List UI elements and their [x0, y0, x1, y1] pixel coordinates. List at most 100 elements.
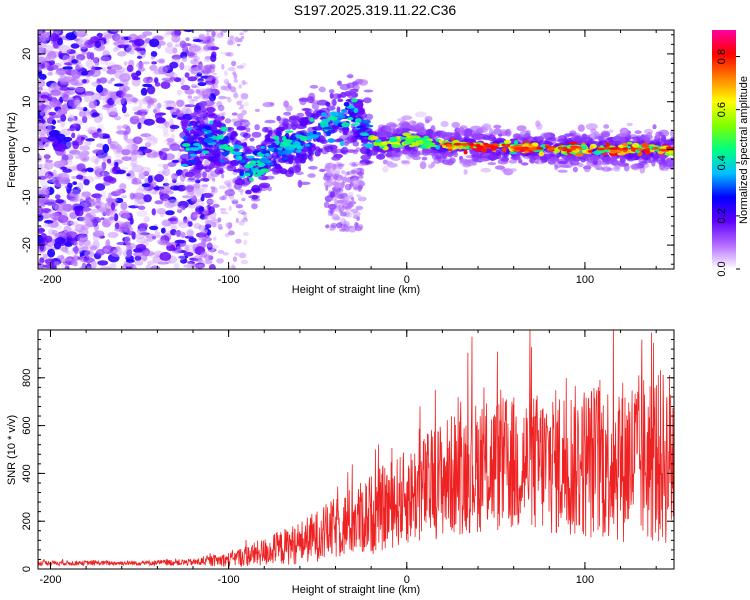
noise-blob	[163, 100, 176, 104]
noise-blob	[65, 141, 72, 148]
noise-blob	[109, 112, 118, 116]
signal-halo	[575, 135, 586, 141]
noise-blob	[112, 166, 118, 172]
noise-blob	[78, 239, 85, 247]
noise-blob	[174, 230, 185, 238]
noise-blob	[38, 214, 44, 222]
noise-blob	[121, 105, 127, 114]
noise-blob	[76, 134, 82, 143]
noise-blob	[174, 43, 180, 48]
noise-blob	[136, 55, 143, 60]
signal-halo	[187, 177, 195, 181]
ridge-blob	[249, 160, 257, 165]
noise-blob	[44, 258, 56, 265]
ridge-blob	[336, 112, 345, 116]
noise-blob	[234, 36, 239, 43]
noise-blob	[156, 208, 166, 215]
ridge-blob	[239, 170, 245, 177]
noise-blob	[199, 253, 203, 259]
ridge-blob	[186, 127, 192, 131]
ridge-blob	[355, 118, 362, 123]
noise-blob	[76, 106, 85, 110]
noise-blob	[211, 217, 217, 222]
noise-blob	[222, 30, 228, 33]
noise-blob	[205, 67, 210, 74]
signal-halo	[349, 129, 362, 133]
noise-blob	[205, 55, 212, 60]
noise-blob	[212, 177, 216, 182]
signal-halo	[440, 120, 449, 128]
signal-halo	[336, 106, 341, 114]
signal-halo	[592, 160, 598, 166]
signal-halo	[369, 149, 378, 156]
noise-blob	[81, 191, 92, 197]
noise-blob	[69, 221, 75, 226]
noise-blob	[92, 230, 105, 238]
noise-blob	[221, 111, 226, 117]
noise-blob	[182, 219, 190, 223]
noise-blob	[53, 138, 59, 145]
noise-blob	[67, 128, 77, 132]
ridge-peak	[622, 149, 628, 153]
noise-blob	[240, 62, 247, 67]
noise-blob	[62, 104, 68, 111]
noise-blob	[98, 37, 107, 42]
ridge-blob	[218, 144, 225, 150]
noise-blob	[107, 136, 112, 145]
ridge-blob	[336, 115, 346, 119]
signal-halo	[328, 89, 335, 94]
noise-blob	[142, 76, 152, 84]
signal-halo	[198, 108, 203, 113]
signal-halo	[459, 125, 468, 130]
noise-blob	[73, 116, 78, 121]
noise-blob	[137, 122, 142, 130]
noise-blob	[59, 247, 66, 251]
snr-ytick-label: 800	[21, 369, 33, 387]
noise-blob	[220, 30, 224, 36]
noise-blob	[188, 237, 197, 243]
signal-halo	[365, 160, 375, 164]
noise-blob	[223, 180, 231, 186]
noise-blob	[41, 211, 51, 219]
noise-blob	[108, 216, 115, 221]
noise-blob	[192, 55, 201, 61]
ridge-blob	[283, 139, 293, 145]
signal-halo	[217, 104, 225, 112]
noise-blob	[43, 143, 49, 148]
ridge-blob	[280, 141, 285, 145]
noise-blob	[226, 39, 234, 46]
noise-blob	[206, 81, 212, 86]
signal-halo	[338, 163, 344, 170]
noise-blob	[176, 99, 185, 108]
signal-halo	[563, 133, 571, 138]
ridge-blob	[304, 144, 311, 147]
noise-blob	[234, 90, 238, 97]
noise-blob	[159, 251, 172, 261]
noise-blob	[58, 45, 71, 54]
ridge-peak	[490, 148, 497, 151]
snr-xtick-label: -100	[218, 574, 240, 586]
noise-blob	[161, 148, 170, 152]
signal-halo	[296, 112, 305, 118]
signal-halo	[512, 133, 521, 140]
noise-blob	[75, 64, 83, 70]
noise-blob	[113, 247, 123, 255]
noise-blob	[107, 253, 120, 263]
ridge-peak	[477, 146, 483, 150]
noise-blob	[183, 252, 194, 257]
noise-blob	[200, 239, 207, 248]
noise-blob	[103, 218, 109, 225]
colorbar-tick-label: 0.6	[716, 102, 728, 117]
noise-blob	[238, 84, 242, 89]
noise-blob	[40, 94, 48, 99]
noise-blob	[162, 182, 170, 187]
noise-blob	[140, 108, 149, 113]
noise-blob	[54, 233, 66, 238]
signal-halo	[340, 146, 349, 155]
ridge-blob	[605, 142, 610, 148]
noise-blob	[221, 173, 225, 179]
signal-halo	[421, 156, 428, 161]
ridge-blob	[259, 157, 269, 163]
noise-blob	[209, 63, 216, 70]
